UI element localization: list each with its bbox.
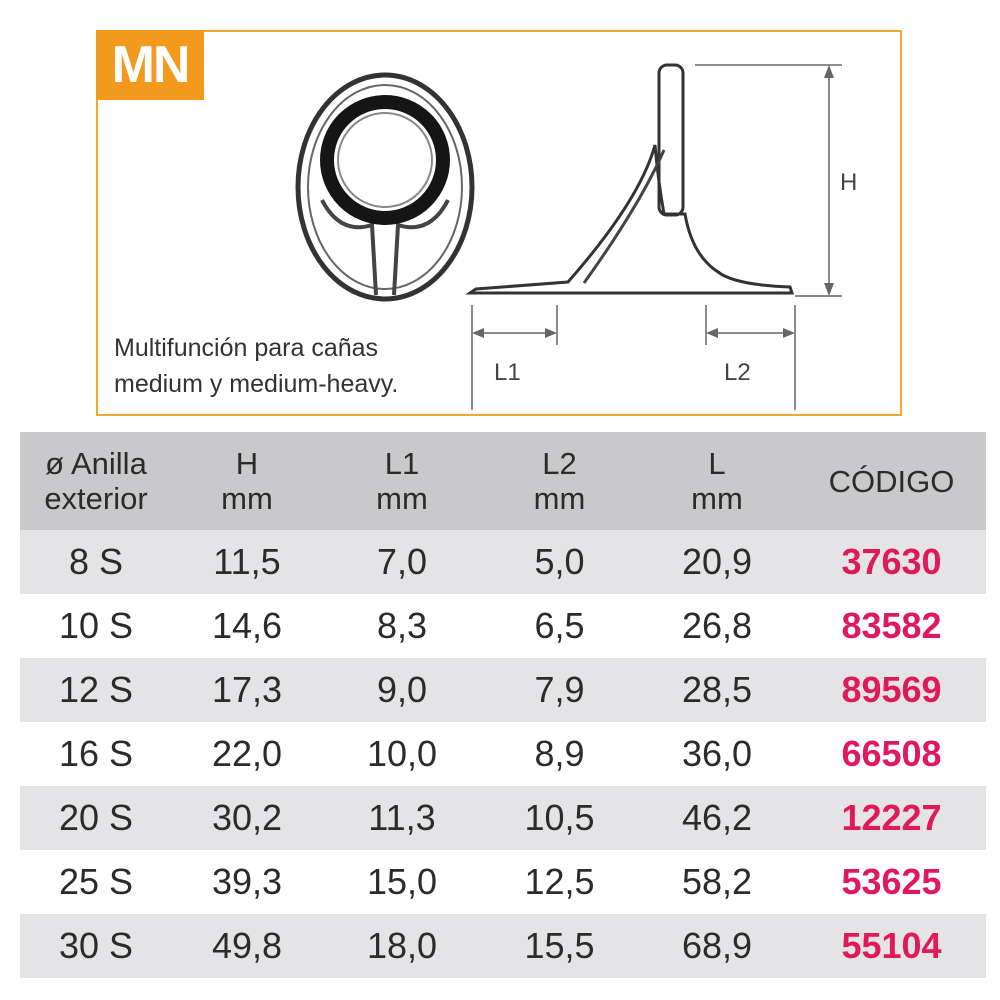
h-cell: 49,8	[211, 925, 283, 966]
table-row: 16 S 22,0 10,0 8,9 36,0 66508	[20, 722, 986, 786]
l1-cell: 11,3	[368, 797, 436, 838]
code-cell: 53625	[841, 861, 942, 902]
l2-cell: 15,5	[524, 925, 595, 966]
l2-cell: 6,5	[534, 605, 585, 646]
l2-cell: 12,5	[524, 861, 595, 902]
l-cell: 36,0	[681, 733, 753, 774]
code-cell: 83582	[841, 605, 942, 646]
code-cell: 12227	[841, 797, 942, 838]
l2-cell: 5,0	[534, 541, 585, 582]
h-cell: 11,5	[213, 541, 281, 582]
h-cell: 39,3	[211, 861, 283, 902]
ring-size-cell: 10 S	[58, 605, 134, 646]
h-cell: 30,2	[211, 797, 283, 838]
l-cell: 28,5	[681, 669, 753, 710]
code-cell: 66508	[841, 733, 942, 774]
table-row: 8 S 11,5 7,0 5,0 20,9 37630	[20, 530, 986, 594]
h-cell: 22,0	[211, 733, 283, 774]
h-dimension: H	[695, 64, 857, 297]
ring-size-cell: 12 S	[58, 669, 134, 710]
table-row: 30 S 49,8 18,0 15,5 68,9 55104	[20, 914, 986, 978]
code-cell: 89569	[841, 669, 942, 710]
model-badge: MN	[96, 30, 204, 100]
description-line: medium y medium-heavy.	[114, 370, 399, 398]
ring-size-cell: 20 S	[58, 797, 134, 838]
l1-cell: 7,0	[376, 541, 428, 582]
l-cell: 68,9	[681, 925, 753, 966]
l-cell: 26,8	[681, 605, 753, 646]
product-panel	[96, 30, 902, 416]
table-row: 12 S 17,3 9,0 7,9 28,5 89569	[20, 658, 986, 722]
l1-cell: 8,3	[376, 605, 428, 646]
l1-label: L1	[494, 359, 521, 386]
ring-size-cell: 8 S	[68, 541, 124, 582]
l1-cell: 10,0	[366, 733, 438, 774]
h-label: H	[840, 169, 857, 196]
l2-label: L2	[724, 359, 751, 386]
l-cell: 20,9	[681, 541, 753, 582]
table-row: 10 S 14,6 8,3 6,5 26,8 83582	[20, 594, 986, 658]
h-cell: 14,6	[211, 605, 283, 646]
h-cell: 17,3	[211, 669, 283, 710]
front-view-drawing	[295, 72, 475, 302]
table-row: 20 S 30,2 11,3 10,5 46,2 12227	[20, 786, 986, 850]
guide-diagram: H L1 L2	[295, 63, 857, 410]
description-line: Multifunción para cañas	[114, 334, 379, 362]
table-row: 25 S 39,3 15,0 12,5 58,2 53625	[20, 850, 986, 914]
ring-size-cell: 25 S	[58, 861, 134, 902]
column-header-l1: L1 mm	[376, 446, 428, 516]
ring-size-cell: 30 S	[58, 925, 134, 966]
l2-dimension: L2	[705, 305, 796, 410]
side-view-drawing	[465, 63, 795, 295]
product-description: Multifunción para cañas medium y medium-…	[114, 330, 474, 402]
l1-cell: 9,0	[376, 669, 428, 710]
l-cell: 58,2	[681, 861, 753, 902]
l2-cell: 7,9	[534, 669, 585, 710]
code-cell: 55104	[841, 925, 942, 966]
column-header-code: CÓDIGO	[828, 463, 955, 499]
l2-cell: 8,9	[534, 733, 585, 774]
column-header-l2: L2 mm	[533, 446, 586, 516]
l2-cell: 10,5	[524, 797, 595, 838]
code-cell: 37630	[841, 541, 942, 582]
column-header-ring-diameter: ø Anilla exterior	[44, 446, 148, 516]
l1-cell: 15,0	[366, 861, 438, 902]
l-cell: 46,2	[681, 797, 753, 838]
l1-cell: 18,0	[366, 925, 438, 966]
ring-size-cell: 16 S	[58, 733, 134, 774]
l1-dimension: L1	[471, 305, 558, 410]
